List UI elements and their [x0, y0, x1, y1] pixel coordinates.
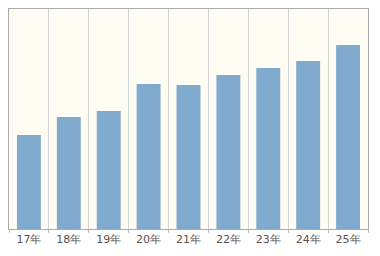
svg-text:22年: 22年	[216, 233, 241, 246]
svg-text:21年: 21年	[176, 233, 201, 246]
svg-text:18年: 18年	[56, 233, 81, 246]
svg-text:25年: 25年	[336, 233, 361, 246]
svg-text:24年: 24年	[296, 233, 321, 246]
svg-text:23年: 23年	[256, 233, 281, 246]
svg-text:19年: 19年	[96, 233, 121, 246]
svg-text:20年: 20年	[136, 233, 161, 246]
svg-text:17年: 17年	[16, 233, 41, 246]
